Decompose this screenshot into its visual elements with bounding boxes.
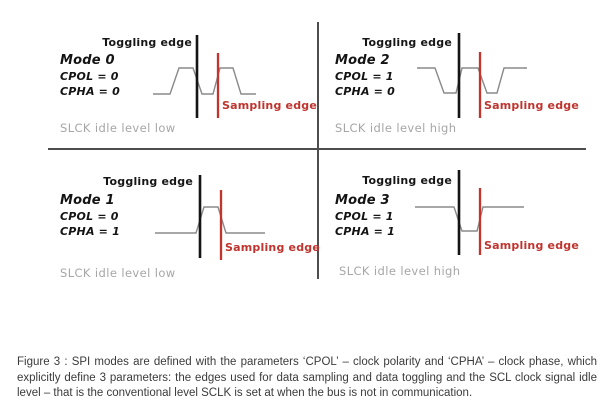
- mode-info-block: Mode 3 CPOL = 1 CPHA = 1: [335, 192, 395, 239]
- clock-waveform-svg: [417, 33, 527, 118]
- cpha-value: CPHA = 1: [335, 225, 395, 238]
- mode-2-panel: Toggling edge Mode 2 CPOL = 1 CPHA = 0 S…: [307, 0, 614, 145]
- horizontal-divider-line: [48, 148, 586, 150]
- mode-name: Mode 1: [60, 193, 115, 208]
- mode-1-panel: Toggling edge Mode 1 CPOL = 0 CPHA = 1 S…: [0, 145, 320, 290]
- clock-waveform: [153, 67, 256, 95]
- mode-info-block: Mode 1 CPOL = 0 CPHA = 1: [60, 192, 120, 239]
- toggling-edge-label: Toggling edge: [102, 36, 192, 49]
- idle-level-label: SLCK idle level low: [60, 121, 176, 135]
- toggling-edge-label: Toggling edge: [103, 175, 193, 188]
- idle-level-label: SLCK idle level high: [335, 121, 457, 135]
- sampling-edge-label: Sampling edge: [222, 99, 318, 112]
- idle-level-label: SLCK idle level low: [60, 266, 176, 280]
- clock-waveform-svg: [153, 35, 256, 118]
- mode-3-panel: Toggling edge Mode 3 CPOL = 1 CPHA = 1 S…: [307, 145, 614, 290]
- clock-waveform: [415, 206, 524, 232]
- mode-info-block: Mode 0 CPOL = 0 CPHA = 0: [60, 52, 120, 99]
- figure-caption: Figure 3 : SPI modes are defined with th…: [17, 356, 597, 400]
- cpha-value: CPHA = 1: [60, 225, 120, 238]
- cpha-value: CPHA = 0: [335, 85, 395, 98]
- mode-name: Mode 3: [335, 193, 390, 208]
- cpol-value: CPOL = 0: [60, 210, 119, 223]
- toggling-edge-label: Toggling edge: [362, 36, 452, 49]
- mode-info-block: Mode 2 CPOL = 1 CPHA = 0: [335, 52, 395, 99]
- clock-waveform-svg: [155, 175, 265, 260]
- sampling-edge-label: Sampling edge: [484, 99, 580, 112]
- cpol-value: CPOL = 1: [335, 70, 394, 83]
- toggling-edge-label: Toggling edge: [362, 174, 452, 187]
- clock-waveform: [155, 206, 265, 234]
- sampling-edge-label: Sampling edge: [225, 241, 321, 254]
- mode-name: Mode 0: [60, 53, 115, 68]
- cpol-value: CPOL = 1: [335, 210, 394, 223]
- sampling-edge-label: Sampling edge: [484, 239, 580, 252]
- clock-waveform-svg: [415, 170, 524, 255]
- clock-waveform: [417, 67, 527, 94]
- cpol-value: CPOL = 0: [60, 70, 119, 83]
- mode-name: Mode 2: [335, 53, 390, 68]
- idle-level-label: SLCK idle level high: [339, 264, 461, 278]
- vertical-divider-line: [317, 22, 319, 279]
- mode-0-panel: Toggling edge Mode 0 CPOL = 0 CPHA = 0 S…: [0, 0, 317, 145]
- cpha-value: CPHA = 0: [60, 85, 120, 98]
